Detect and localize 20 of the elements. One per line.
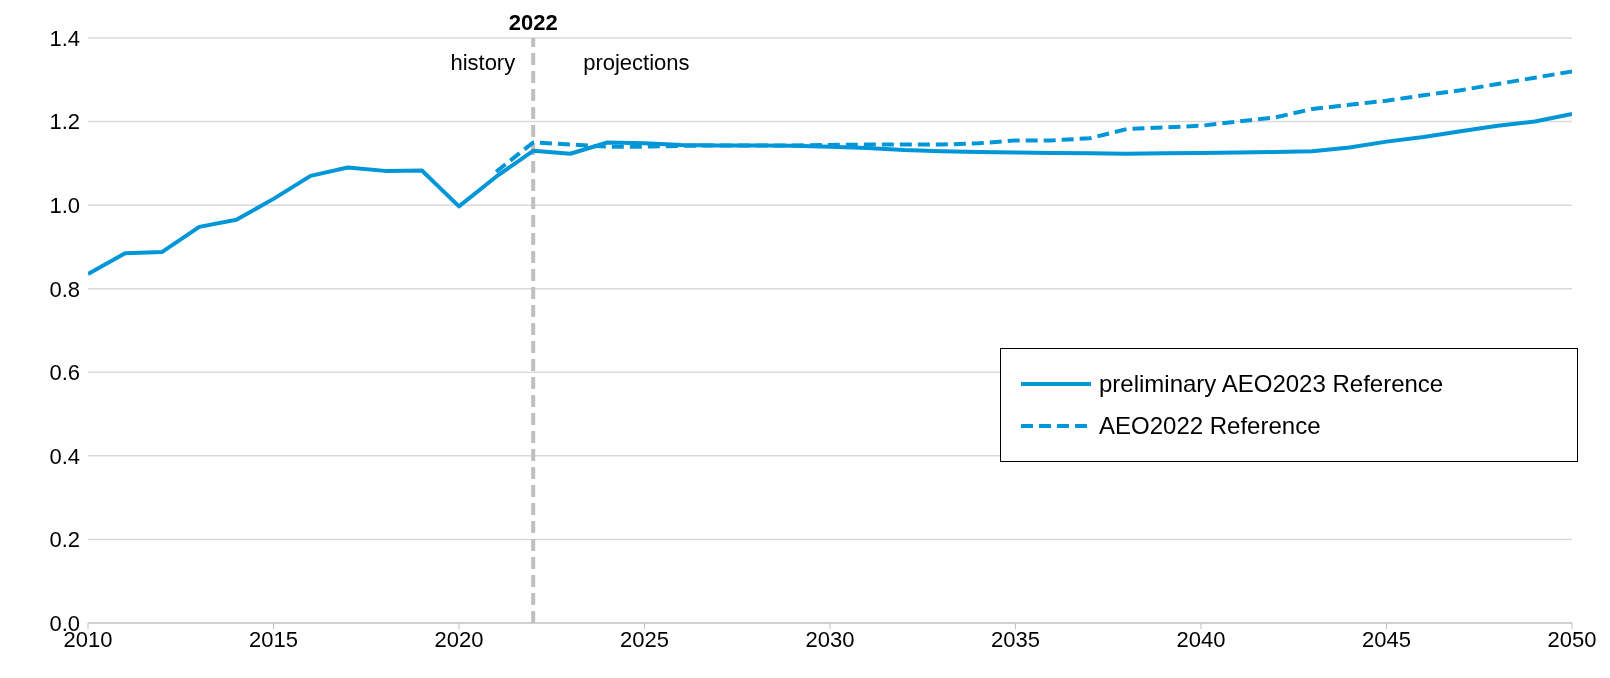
x-tick-label: 2015 xyxy=(249,626,298,652)
x-tick-label: 2035 xyxy=(991,626,1040,652)
x-tick-label: 2020 xyxy=(434,626,484,652)
y-tick-label: 0.4 xyxy=(49,443,80,469)
y-tick-label: 0.6 xyxy=(49,360,80,386)
annotation: projections xyxy=(583,50,690,75)
y-tick-label: 0.2 xyxy=(49,527,80,553)
x-tick-label: 2050 xyxy=(1547,626,1597,652)
x-tick-label: 2040 xyxy=(1176,626,1226,652)
x-tick-label: 2030 xyxy=(805,626,855,652)
y-tick-label: 1.0 xyxy=(49,192,80,218)
y-tick-label: 1.4 xyxy=(49,25,80,51)
legend-label: preliminary AEO2023 Reference xyxy=(1099,370,1444,398)
legend-label: AEO2022 Reference xyxy=(1099,412,1321,440)
annotation: history xyxy=(450,50,516,75)
x-tick-label: 2045 xyxy=(1362,626,1411,652)
ref-line-label: 2022 xyxy=(508,10,558,35)
y-tick-label: 0.8 xyxy=(49,276,80,302)
y-tick-label: 1.2 xyxy=(49,109,80,135)
x-tick-label: 2025 xyxy=(620,626,669,652)
